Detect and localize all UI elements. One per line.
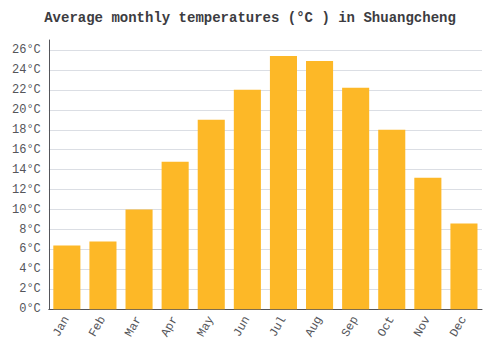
svg-text:2°C: 2°C xyxy=(19,282,41,296)
svg-text:16°C: 16°C xyxy=(12,143,41,157)
svg-text:Apr: Apr xyxy=(158,314,181,340)
svg-text:18°C: 18°C xyxy=(12,123,41,137)
svg-text:Feb: Feb xyxy=(86,314,109,340)
svg-text:Sep: Sep xyxy=(339,314,362,340)
svg-text:May: May xyxy=(194,314,217,340)
svg-text:22°C: 22°C xyxy=(12,83,41,97)
svg-text:Aug: Aug xyxy=(303,314,326,340)
svg-text:10°C: 10°C xyxy=(12,203,41,217)
svg-text:24°C: 24°C xyxy=(12,63,41,77)
svg-text:Oct: Oct xyxy=(375,314,398,340)
svg-text:4°C: 4°C xyxy=(19,262,41,276)
svg-text:26°C: 26°C xyxy=(12,43,41,57)
svg-text:Jun: Jun xyxy=(231,314,254,340)
svg-text:12°C: 12°C xyxy=(12,183,41,197)
svg-text:0°C: 0°C xyxy=(19,302,41,316)
svg-text:Nov: Nov xyxy=(411,314,434,340)
svg-text:Dec: Dec xyxy=(447,314,470,340)
svg-text:14°C: 14°C xyxy=(12,163,41,177)
svg-text:Jul: Jul xyxy=(267,314,290,340)
svg-text:Average monthly temperatures (: Average monthly temperatures (°C ) in Sh… xyxy=(44,10,456,26)
svg-text:8°C: 8°C xyxy=(19,223,41,237)
svg-text:20°C: 20°C xyxy=(12,103,41,117)
svg-text:6°C: 6°C xyxy=(19,242,41,256)
svg-text:Mar: Mar xyxy=(122,314,145,340)
svg-text:Jan: Jan xyxy=(50,314,73,340)
